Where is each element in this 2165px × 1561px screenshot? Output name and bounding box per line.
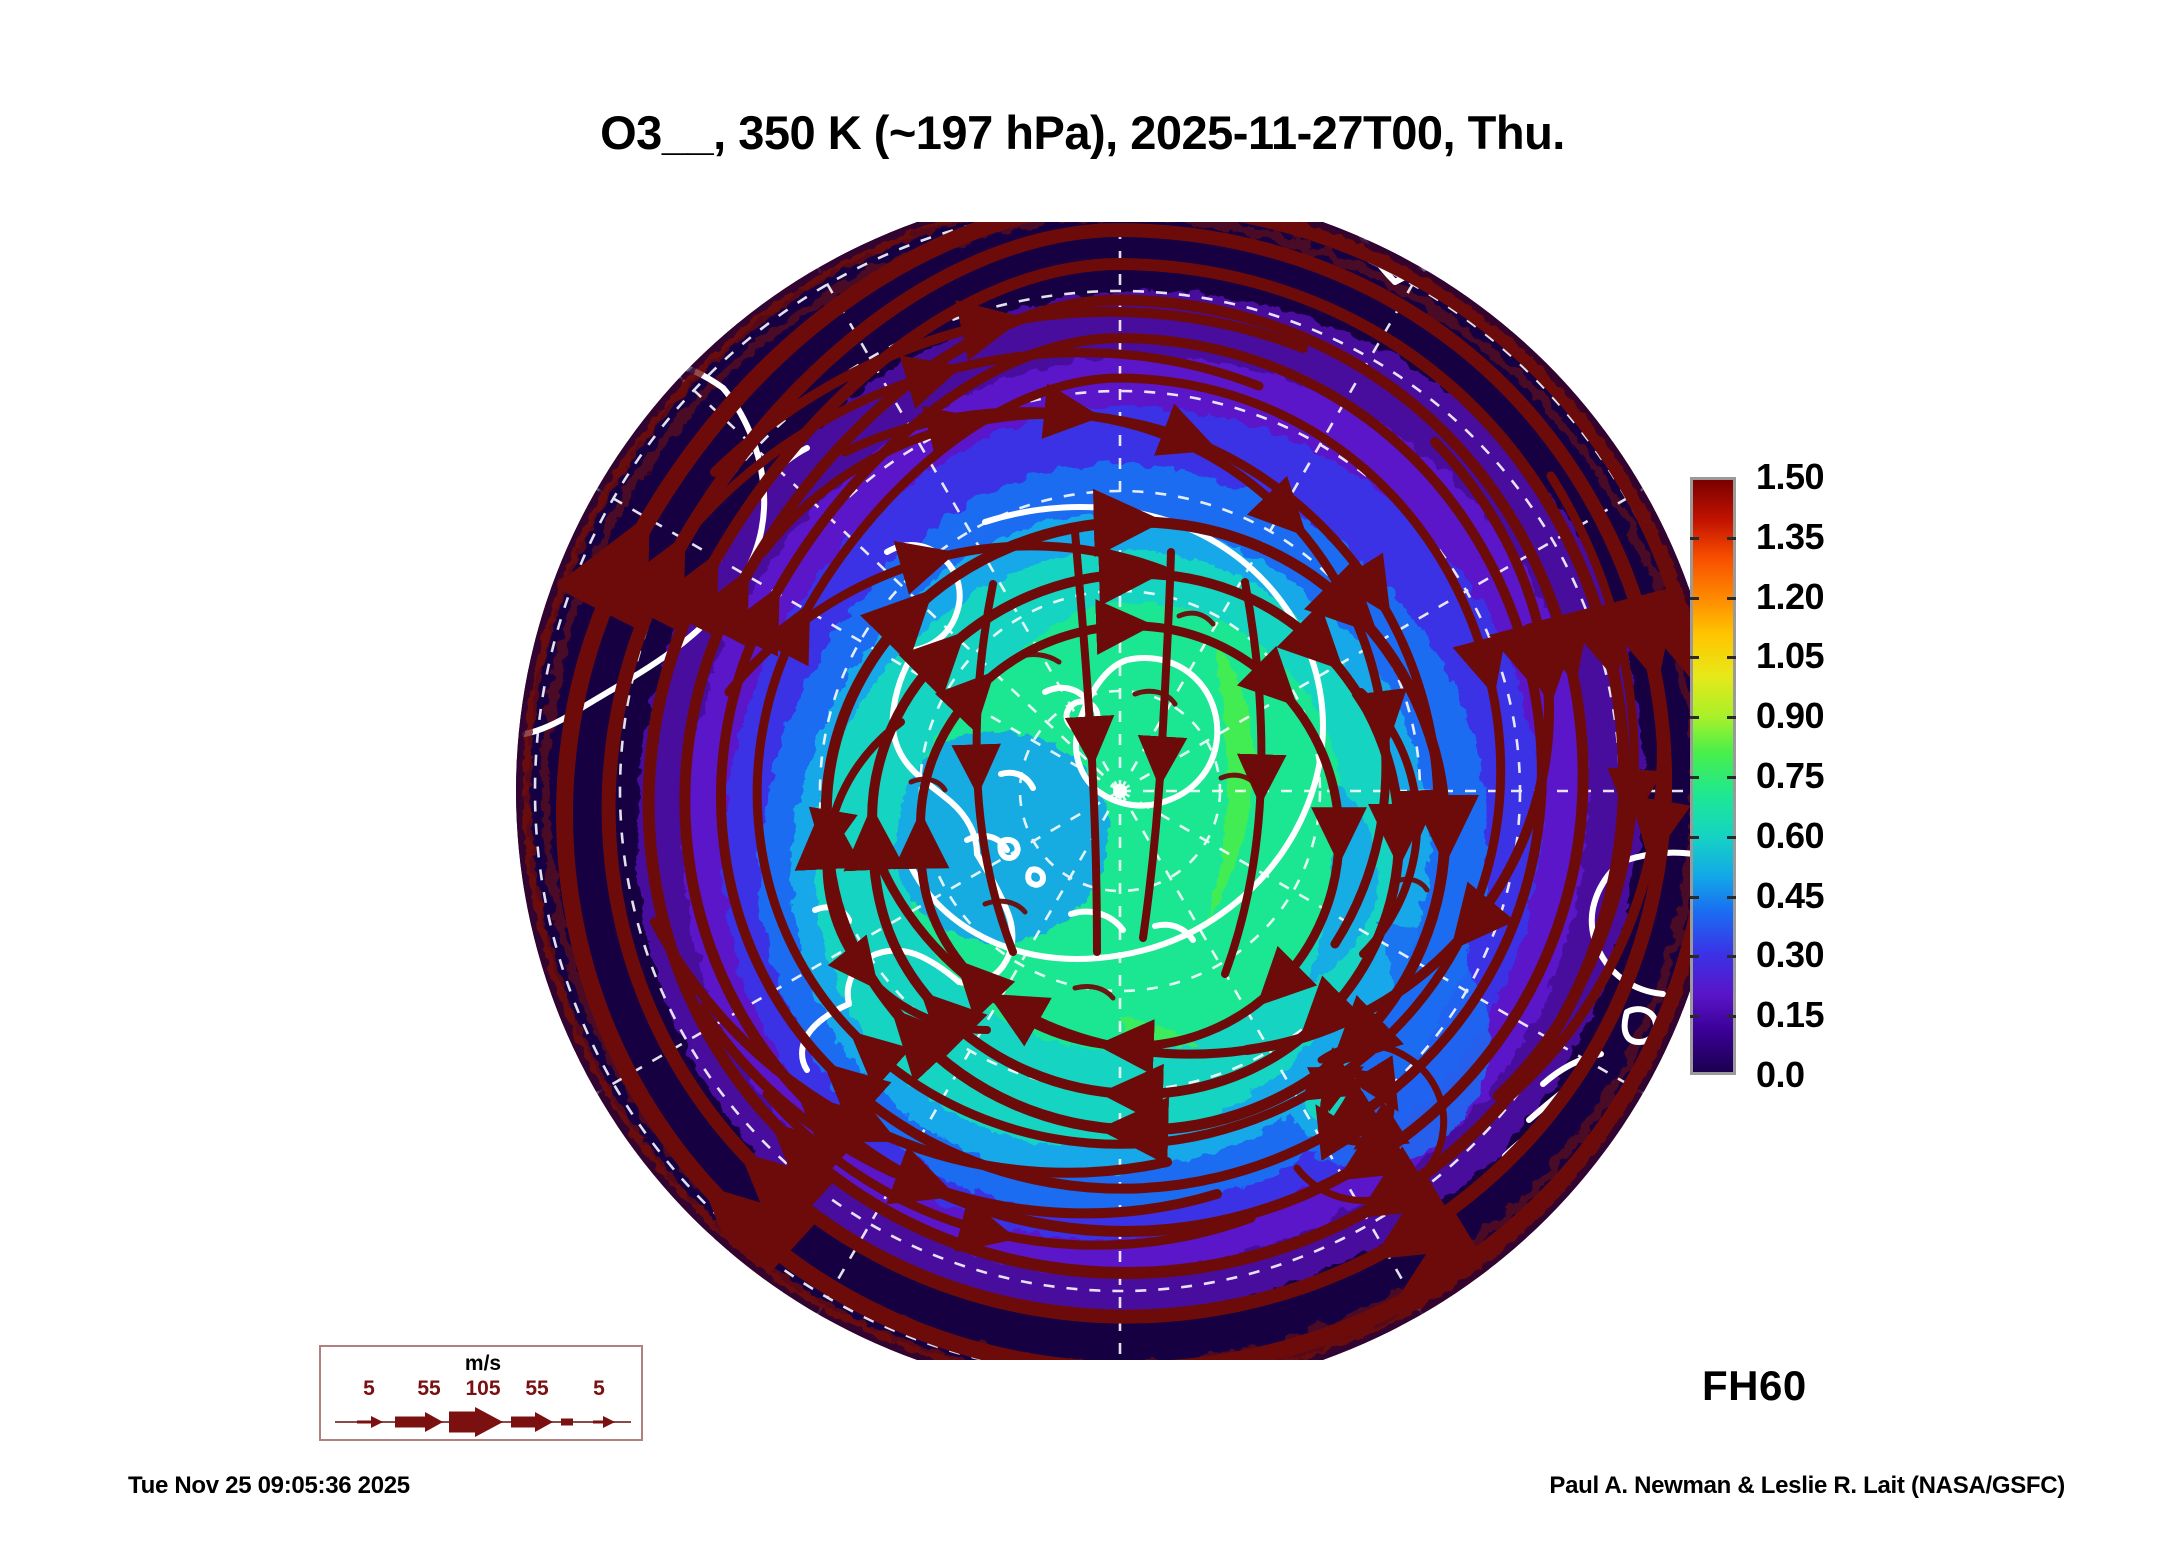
colorbar-tick — [1690, 596, 1699, 600]
colorbar-tick — [1727, 716, 1736, 720]
colorbar-tick-label: 0.90 — [1756, 695, 1825, 737]
colorbar-tick-label: 1.05 — [1756, 635, 1825, 677]
colorbar-tick — [1727, 596, 1736, 600]
colorbar-tick — [1727, 1015, 1736, 1019]
colorbar-tick-label: 0.15 — [1756, 994, 1825, 1036]
map-field — [516, 222, 1724, 1360]
colorbar-tick — [1727, 955, 1736, 959]
colorbar-tick-label: 1.20 — [1756, 575, 1825, 617]
wind-speed-value: 105 — [465, 1377, 501, 1400]
colorbar-tick — [1690, 895, 1699, 899]
colorbar: 1.50 1.35 1.20 1.05 0.90 0.75 0.60 0.45 0.30 0.15… — [1690, 456, 2110, 1095]
colorbar-tick — [1690, 536, 1699, 540]
wind-speed-legend: m/s 5 55 105 55 5 — [319, 1345, 643, 1441]
wind-speed-value: 5 — [593, 1377, 605, 1400]
wind-speed-arrow-scale — [335, 1407, 631, 1437]
colorbar-tick — [1727, 656, 1736, 660]
colorbar-ticks — [1690, 477, 1736, 1075]
colorbar-tick-label: 0.60 — [1756, 814, 1825, 856]
render-timestamp: Tue Nov 25 09:05:36 2025 — [128, 1472, 410, 1499]
colorbar-tick — [1690, 835, 1699, 839]
colorbar-tick — [1690, 776, 1699, 779]
wind-speed-values: 5 55 105 55 5 — [321, 1377, 645, 1403]
wind-speed-units: m/s — [464, 1352, 502, 1375]
colorbar-tick-label: 0.0 — [1756, 1054, 1805, 1095]
wind-speed-value: 55 — [525, 1377, 549, 1400]
colorbar-tick — [1690, 1015, 1699, 1019]
colorbar-tick-label: 0.45 — [1756, 874, 1825, 916]
wind-speed-value: 5 — [363, 1377, 375, 1400]
colorbar-tick — [1727, 895, 1736, 899]
colorbar-tick-label: 0.75 — [1756, 755, 1825, 796]
author-credits: Paul A. Newman & Leslie R. Lait (NASA/GS… — [1549, 1472, 2065, 1499]
colorbar-tick — [1690, 955, 1699, 959]
polar-stereographic-plot — [516, 222, 1724, 1360]
colorbar-tick — [1727, 776, 1736, 779]
south-pole-marker — [1113, 784, 1127, 798]
page-title: O3__, 350 K (~197 hPa), 2025-11-27T00, T… — [600, 106, 1565, 159]
polar-map — [515, 222, 1725, 1360]
colorbar-tick — [1690, 656, 1699, 660]
colorbar-tick — [1727, 835, 1736, 839]
colorbar-tick — [1690, 716, 1699, 720]
colorbar-tick-label: 0.30 — [1756, 934, 1825, 976]
forecast-hour-label: FH60 — [1702, 1362, 1807, 1409]
wind-streamlines — [553, 222, 1724, 1360]
colorbar-tick-label: 1.35 — [1756, 515, 1825, 557]
colorbar-tick-label: 1.50 — [1756, 456, 1825, 497]
wind-speed-value: 55 — [417, 1377, 441, 1400]
colorbar-tick — [1727, 536, 1736, 540]
